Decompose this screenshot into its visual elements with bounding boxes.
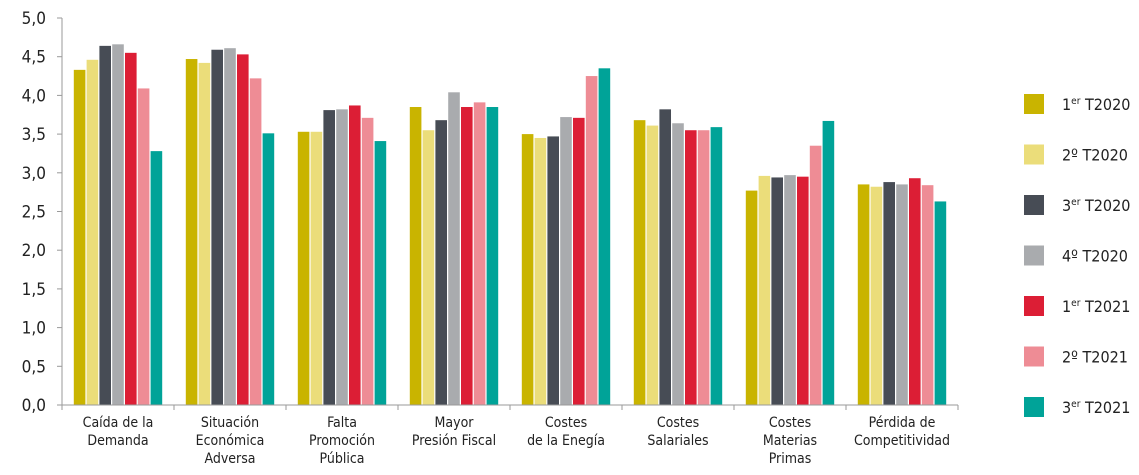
y-tick-label: 4,5	[22, 48, 46, 68]
bar	[685, 130, 697, 406]
y-tick-label: 1,5	[22, 280, 46, 300]
bar	[473, 102, 486, 405]
x-axis: Caída de la Demanda Situación Económica Adve…	[61, 404, 959, 467]
y-tick-label: 2,5	[22, 203, 46, 223]
bar	[797, 176, 809, 405]
bar	[909, 178, 921, 405]
legend-label: 4º T2020	[1062, 247, 1128, 266]
legend-swatch	[1024, 346, 1044, 367]
bar	[486, 107, 499, 405]
bar	[137, 88, 150, 406]
bar	[237, 54, 249, 406]
y-tick-label: 3,5	[22, 125, 46, 145]
y-tick-label: 5,0	[22, 9, 46, 29]
bar	[857, 184, 870, 405]
x-category-label: Costes Salariales	[647, 415, 708, 449]
legend-swatch	[1024, 94, 1044, 114]
bar	[448, 92, 460, 405]
bar	[598, 68, 611, 405]
bar	[349, 105, 361, 405]
legend-swatch	[1024, 195, 1044, 215]
bar	[534, 137, 547, 405]
bar	[297, 131, 310, 405]
x-category-label: Situación Económica Adversa	[196, 415, 265, 467]
bar	[784, 175, 796, 405]
bar	[211, 49, 223, 405]
bar	[633, 120, 646, 405]
bar	[323, 110, 335, 405]
legend-label: 1er T2021	[1062, 297, 1130, 316]
y-tick-label: 0,5	[22, 357, 46, 377]
bar	[99, 45, 111, 405]
bar	[521, 134, 534, 405]
bar	[185, 59, 198, 405]
bar	[361, 117, 374, 405]
bar	[461, 107, 473, 405]
bar	[112, 44, 124, 405]
bar	[585, 76, 598, 406]
bar	[409, 107, 422, 405]
y-tick-label: 2,0	[22, 241, 46, 261]
x-category-label: Pérdida de Competitividad	[854, 415, 950, 449]
bar	[224, 48, 236, 405]
bar	[771, 177, 783, 405]
legend-label: 3er T2020	[1062, 196, 1130, 215]
legend-label: 2º T2020	[1062, 146, 1128, 165]
bar	[73, 69, 86, 405]
bar	[573, 117, 585, 405]
bar	[745, 190, 758, 405]
bar	[809, 145, 822, 405]
legend-label: 2º T2021	[1062, 348, 1128, 367]
y-axis: 0,0 0,5 1,0 1,5 2,0 2,5 3,0 3,5 4,0 4,5 5,0	[22, 9, 63, 416]
bar	[374, 141, 387, 406]
bar	[262, 133, 275, 406]
legend-swatch	[1024, 397, 1044, 417]
legend: 1er T2020 2º T2020 3er T2020 4º T2020 1er T2…	[1024, 94, 1130, 417]
bar	[249, 78, 262, 405]
bar	[646, 125, 659, 405]
bar	[560, 117, 572, 406]
legend-swatch	[1024, 296, 1044, 316]
y-tick-label: 1,0	[22, 319, 46, 339]
legend-swatch	[1024, 245, 1044, 266]
bars	[73, 44, 947, 406]
bar	[921, 185, 934, 405]
x-category-label: Falta Promoción Pública	[309, 415, 375, 467]
legend-swatch	[1024, 144, 1044, 165]
bar	[422, 130, 435, 406]
x-category-label: Mayor Presión Fiscal	[412, 415, 496, 449]
bar	[697, 130, 710, 406]
bar	[659, 109, 671, 405]
y-tick-label: 3,0	[22, 164, 46, 184]
bar	[547, 136, 559, 405]
y-tick-label: 0,0	[22, 396, 46, 416]
legend-label: 3er T2021	[1062, 398, 1130, 417]
x-category-label: Costes Materias Primas	[763, 415, 817, 467]
bar	[758, 175, 771, 405]
legend-label: 1er T2020	[1062, 95, 1130, 114]
bar	[150, 151, 163, 405]
bar	[822, 120, 835, 405]
x-category-label: Caída de la Demanda	[83, 415, 154, 449]
x-category-label: Costes de la Enegía	[527, 415, 605, 449]
bar	[86, 59, 99, 406]
bar	[435, 120, 447, 405]
bar	[896, 184, 908, 405]
bar	[198, 62, 211, 405]
bar	[870, 186, 883, 405]
bar	[883, 182, 895, 405]
bar	[710, 127, 723, 405]
bar	[672, 123, 684, 405]
y-tick-label: 4,0	[22, 86, 46, 106]
bar	[336, 109, 348, 405]
bar	[934, 201, 947, 405]
bar	[310, 131, 323, 405]
bar	[125, 52, 137, 405]
